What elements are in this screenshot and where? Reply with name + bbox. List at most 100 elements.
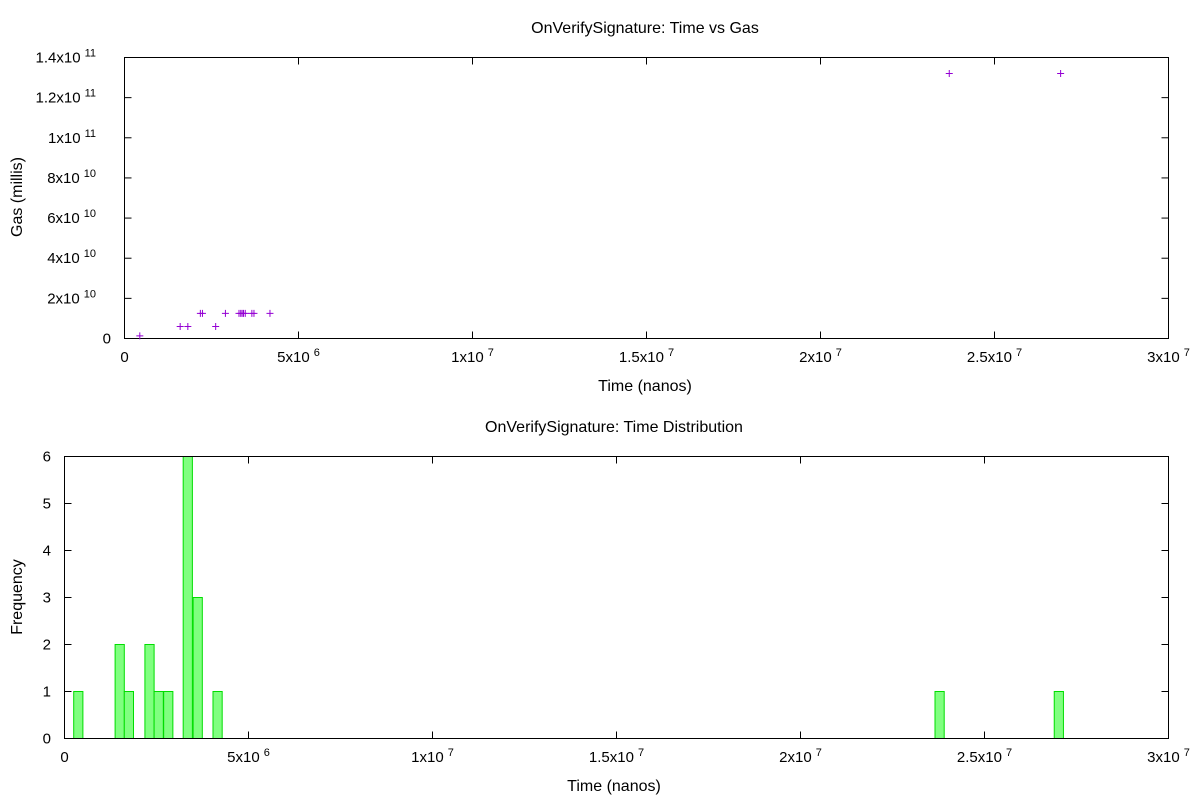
histogram-x-tick-label-base: 2.5x10 <box>957 749 1002 766</box>
histogram-plot-frame <box>64 456 1169 739</box>
scatter-y-tick-label: 6x10 10 <box>47 208 96 227</box>
histogram-bar <box>1053 691 1064 739</box>
scatter-ticks: 0 5x10 6 1x10 7 1.5x10 7 2x10 7 2.5x10 7 3x10 7 0 2x10… <box>36 48 1190 367</box>
scatter-point <box>136 332 144 340</box>
scatter-x-tick-label-base: 1x10 <box>451 349 484 366</box>
scatter-y-tick-label-exp: 10 <box>84 208 96 220</box>
histogram-y-tick-label-base: 1 <box>43 684 51 701</box>
histogram-y-tick-label-base: 2 <box>43 637 51 654</box>
histogram-x-tick-label: 2x10 7 <box>779 747 822 766</box>
scatter-x-tick-label-exp: 7 <box>488 347 494 359</box>
histogram-y-tick-label-base: 0 <box>43 731 51 748</box>
histogram-bars <box>73 456 1064 739</box>
scatter-point <box>1057 70 1065 78</box>
scatter-title: OnVerifySignature: Time vs Gas <box>531 20 759 37</box>
histogram-x-tick-label-exp: 7 <box>1184 747 1190 759</box>
scatter-y-tick-label-exp: 11 <box>85 128 96 140</box>
histogram-bar <box>73 691 84 739</box>
scatter-x-tick-label: 2.5x10 7 <box>967 347 1022 366</box>
histogram-y-tick-label: 4 <box>43 543 51 560</box>
scatter-point <box>212 322 220 330</box>
scatter-y-tick-label-exp: 11 <box>85 88 96 100</box>
scatter-point <box>176 322 184 330</box>
histogram-y-tick-label: 0 <box>43 731 51 748</box>
histogram-x-tick-label-base: 1x10 <box>411 749 444 766</box>
scatter-y-tick-label-base: 4x10 <box>47 250 80 267</box>
scatter-x-tick-label-base: 1.5x10 <box>619 349 664 366</box>
histogram-x-tick-label-exp: 7 <box>816 747 822 759</box>
histogram-x-axis-label: Time (nanos) <box>567 778 661 795</box>
scatter-y-tick-label-base: 1.4x10 <box>36 50 81 67</box>
scatter-y-tick-label: 4x10 10 <box>47 248 96 267</box>
scatter-x-tick-label-base: 0 <box>120 349 128 366</box>
histogram-bar <box>192 597 203 739</box>
histogram-y-axis-label: Frequency <box>9 559 26 635</box>
histogram-x-tick-label: 3x10 7 <box>1147 747 1190 766</box>
scatter-x-tick-label-exp: 7 <box>836 347 842 359</box>
histogram-x-tick-label-exp: 7 <box>448 747 454 759</box>
scatter-x-tick-label: 3x10 7 <box>1147 347 1190 366</box>
scatter-chart: OnVerifySignature: Time vs Gas Time (nan… <box>9 20 1190 395</box>
scatter-x-tick-label-base: 2x10 <box>799 349 832 366</box>
scatter-y-tick-label-base: 1.2x10 <box>36 90 81 107</box>
scatter-y-tick-label-base: 0 <box>103 331 111 348</box>
histogram-x-tick-label-exp: 7 <box>638 747 644 759</box>
scatter-point <box>221 309 229 317</box>
histogram-x-tick-label-base: 0 <box>60 749 68 766</box>
histogram-bar <box>114 644 125 739</box>
scatter-point <box>266 309 274 317</box>
histogram-chart: OnVerifySignature: Time Distribution Tim… <box>9 419 1190 795</box>
histogram-x-tick-label-base: 1.5x10 <box>589 749 634 766</box>
scatter-point <box>241 309 249 317</box>
scatter-y-axis-label: Gas (millis) <box>9 157 26 237</box>
histogram-y-tick-label: 5 <box>43 496 51 513</box>
scatter-x-tick-label-exp: 6 <box>314 347 320 359</box>
histogram-title: OnVerifySignature: Time Distribution <box>485 419 743 436</box>
scatter-y-tick-label-base: 2x10 <box>47 290 80 307</box>
scatter-y-tick-label: 1.4x10 11 <box>36 48 96 67</box>
scatter-x-axis-label: Time (nanos) <box>598 378 692 395</box>
histogram-x-tick-label: 1x10 7 <box>411 747 454 766</box>
histogram-x-tick-label-base: 2x10 <box>779 749 812 766</box>
scatter-y-tick-label: 8x10 10 <box>47 168 96 187</box>
scatter-point <box>198 309 206 317</box>
histogram-x-tick-label: 2.5x10 7 <box>957 747 1012 766</box>
scatter-y-tick-label-exp: 10 <box>84 168 96 180</box>
scatter-x-tick-label: 1.5x10 7 <box>619 347 674 366</box>
scatter-y-tick-label-base: 8x10 <box>47 170 80 187</box>
scatter-y-tick-label: 0 <box>103 331 111 348</box>
scatter-x-tick-label: 0 <box>120 349 128 366</box>
histogram-y-tick-label-base: 4 <box>43 543 51 560</box>
scatter-point <box>945 70 953 78</box>
histogram-bar <box>153 691 164 739</box>
scatter-x-tick-label-exp: 7 <box>1184 347 1190 359</box>
histogram-bar <box>212 691 223 739</box>
scatter-y-tick-label-base: 1x10 <box>48 130 81 147</box>
scatter-x-tick-label: 5x10 6 <box>277 347 320 366</box>
scatter-point <box>250 309 258 317</box>
scatter-point <box>184 322 192 330</box>
histogram-bar <box>934 691 945 739</box>
histogram-y-tick-label-base: 3 <box>43 590 51 607</box>
scatter-x-tick-label-base: 3x10 <box>1147 349 1180 366</box>
histogram-x-tick-label: 0 <box>60 749 68 766</box>
scatter-x-tick-label: 2x10 7 <box>799 347 842 366</box>
scatter-y-tick-label: 2x10 10 <box>47 288 96 307</box>
histogram-y-tick-label: 6 <box>43 449 51 466</box>
histogram-x-tick-label-exp: 7 <box>1006 747 1012 759</box>
scatter-points <box>136 70 1065 340</box>
scatter-y-tick-label: 1x10 11 <box>48 128 96 147</box>
histogram-x-tick-label: 5x10 6 <box>227 747 270 766</box>
histogram-bar <box>163 691 174 739</box>
histogram-y-tick-label: 1 <box>43 684 51 701</box>
scatter-y-tick-label-exp: 11 <box>85 48 96 60</box>
histogram-y-tick-label: 3 <box>43 590 51 607</box>
histogram-y-tick-label: 2 <box>43 637 51 654</box>
histogram-x-tick-label-exp: 6 <box>264 747 270 759</box>
histogram-y-tick-label-base: 6 <box>43 449 51 466</box>
histogram-bar <box>144 644 155 739</box>
scatter-y-tick-label-base: 6x10 <box>47 210 80 227</box>
scatter-x-tick-label-base: 2.5x10 <box>967 349 1012 366</box>
scatter-y-tick-label-exp: 10 <box>84 288 96 300</box>
histogram-bar <box>182 456 193 739</box>
